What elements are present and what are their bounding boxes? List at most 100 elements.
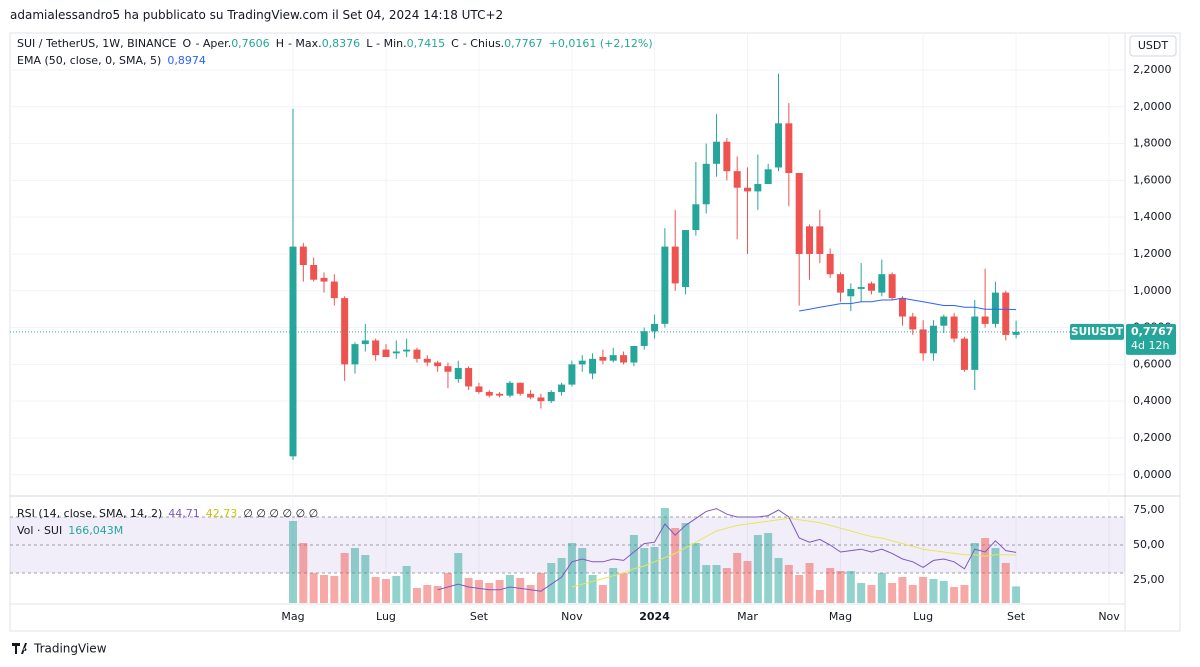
volume-bar [888,583,897,603]
legend-key: C [451,37,459,50]
rsi-band [10,517,1125,574]
volume-bar [412,588,421,603]
candle-body [806,226,813,254]
volume-bar [950,587,959,603]
candle-body [620,355,628,363]
candle-body [847,288,855,297]
x-tick-label: Lug [376,610,396,623]
candle-body [630,345,638,363]
volume-bar [712,565,721,603]
candle-body [589,358,597,374]
volume-bar [526,585,535,603]
legend-symbol: SUI / TetherUS, 1W, BINANCE [17,37,177,50]
candle-body [320,277,328,282]
candle-body [454,368,462,380]
volume-bar [1012,586,1021,603]
volume-bar [681,523,690,603]
candle-body [547,391,555,402]
volume-bar [474,580,483,603]
volume-bar [929,579,938,603]
y-tick-label: 0,4000 [1133,394,1172,407]
candle-body [475,386,483,392]
x-tick-label: Nov [561,610,583,623]
candle-body [744,187,752,192]
volume-bar [919,577,928,603]
volume-bar [702,565,711,603]
price-tag-text: 0,7767 [1131,325,1173,338]
volume-bar [516,578,525,603]
volume-bar [350,548,359,603]
volume-bar [567,543,576,603]
candle-body [878,274,886,293]
x-tick-label: 2024 [639,610,670,623]
candle-body [775,123,783,168]
y-tick-label: 0,2000 [1133,431,1172,444]
volume-bar [898,577,907,603]
volume-bar [867,585,876,603]
volume-bar [640,548,649,603]
candle-body [671,246,679,284]
candle-body [888,274,896,299]
candle-body [341,298,349,365]
volume-bar [784,565,793,603]
candle-body [991,292,999,324]
volume-bar [805,563,814,603]
candle-body [444,366,452,372]
candle-body [764,169,772,185]
footer-brand: TradingView [33,642,107,656]
volume-bar [536,573,545,603]
volume-bar [443,573,452,603]
legend-line: RSI (14, close, SMA, 14, 2) 44,71 42,73 ∅ ∅… [17,507,318,520]
volume-bar [340,553,349,603]
x-tick-label: Mag [829,610,852,623]
candle-body [537,397,545,402]
candle-body [836,274,844,293]
volume-bar [815,590,824,603]
candle-body [568,364,576,385]
y-tick-label: 1,8000 [1133,137,1172,150]
y-tick-label: 2,0000 [1133,100,1172,113]
volume-bar [836,571,845,603]
candle-body [651,323,659,332]
candle-body [382,349,390,357]
volume-bar [857,583,866,603]
volume-bar [505,575,514,603]
candle-body [351,344,359,365]
volume-bar [309,573,318,603]
volume-bar [981,538,990,603]
legend-value: 0,7767 [504,37,543,50]
volume-bar [454,553,463,603]
candle-body [857,287,865,289]
candle-body [330,281,338,299]
x-tick-label: Mar [737,610,758,623]
currency-box[interactable] [1129,35,1177,57]
candle-body [506,382,514,396]
volume-bar [960,585,969,603]
volume-bar [743,561,752,603]
candle-body [578,360,586,365]
volume-bar [826,568,835,603]
volume-bar [598,585,607,603]
volume-bar [691,543,700,603]
volume-bar [609,568,618,603]
volume-bar [733,553,742,603]
grid [10,33,1125,604]
volume-bar [991,548,1000,603]
volume-bar [361,555,370,603]
candle-body [289,246,297,457]
y-tick-label: 1,4000 [1133,210,1172,223]
x-tick-label: Nov [1098,610,1120,623]
candle-body [723,141,731,172]
volume-bar [381,579,390,603]
volume-bar [846,571,855,603]
candle-body [527,393,535,398]
candle-body [867,283,875,291]
volume-bar [423,585,432,603]
legend-label: - Chius. [463,37,504,50]
candle-body [971,316,979,370]
legend-value: 0,7415 [407,37,446,50]
candle-body [661,246,669,324]
volume-bar [970,543,979,603]
